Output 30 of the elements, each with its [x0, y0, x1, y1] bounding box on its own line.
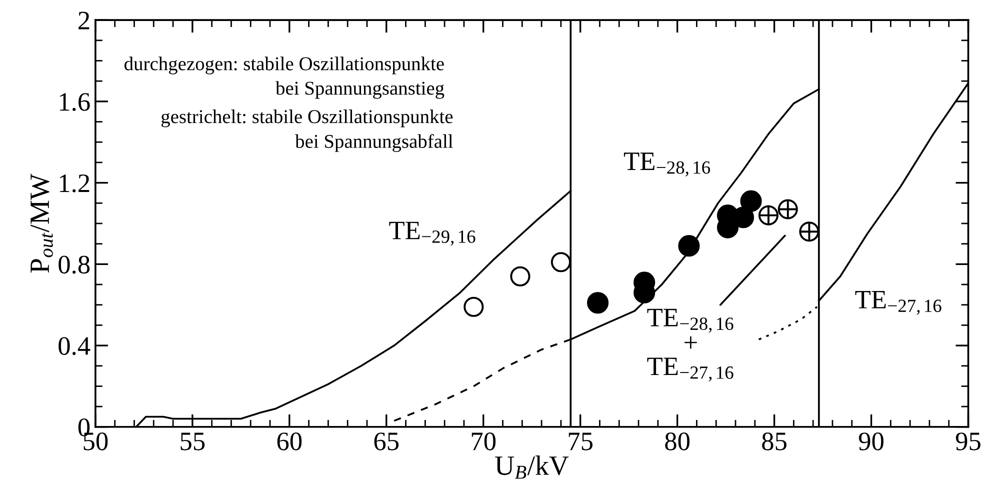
- point: [464, 296, 484, 317]
- x-tick-label: 80: [665, 432, 690, 450]
- x-axis-title: U$_{B}$/kV: [495, 456, 569, 479]
- point: [510, 266, 530, 286]
- y-tick-label: 1.2: [60, 174, 90, 192]
- point: [799, 222, 820, 242]
- y-tick-label: 2: [78, 12, 90, 30]
- x-tick-label: 70: [472, 432, 496, 450]
- x-tick-label: 65: [374, 432, 399, 450]
- y-tick-label: 0.4: [58, 337, 90, 356]
- point: [550, 252, 571, 272]
- x-tick-label: 75: [568, 432, 593, 450]
- point: [740, 190, 762, 212]
- x-tick-label: 60: [277, 432, 302, 450]
- annotation: TE$_{−28,16}$: [624, 152, 710, 176]
- point: [587, 292, 609, 314]
- x-tick-label: 85: [762, 432, 786, 450]
- annotation: TE$_{−29,16}$: [389, 222, 476, 246]
- x-tick-label: 90: [858, 432, 884, 450]
- y-axis-title: P$_{out}$/MW: [30, 174, 53, 273]
- y-tick-label: 1.6: [60, 93, 90, 111]
- annotation: gestrichelt: stabile Oszillationspunkte bei Spannungsabfall: [161, 110, 453, 152]
- annotation: TE$_{−28,16}$ + TE$_{−27,16}$: [647, 308, 734, 382]
- y-tick-label: 0.8: [58, 256, 90, 274]
- point: [778, 199, 798, 220]
- point: [678, 235, 700, 257]
- point: [758, 205, 779, 226]
- x-tick-label: 55: [180, 432, 205, 450]
- x-tick-label: 95: [956, 432, 980, 450]
- annotation: TE$_{−27,16}$: [855, 291, 942, 315]
